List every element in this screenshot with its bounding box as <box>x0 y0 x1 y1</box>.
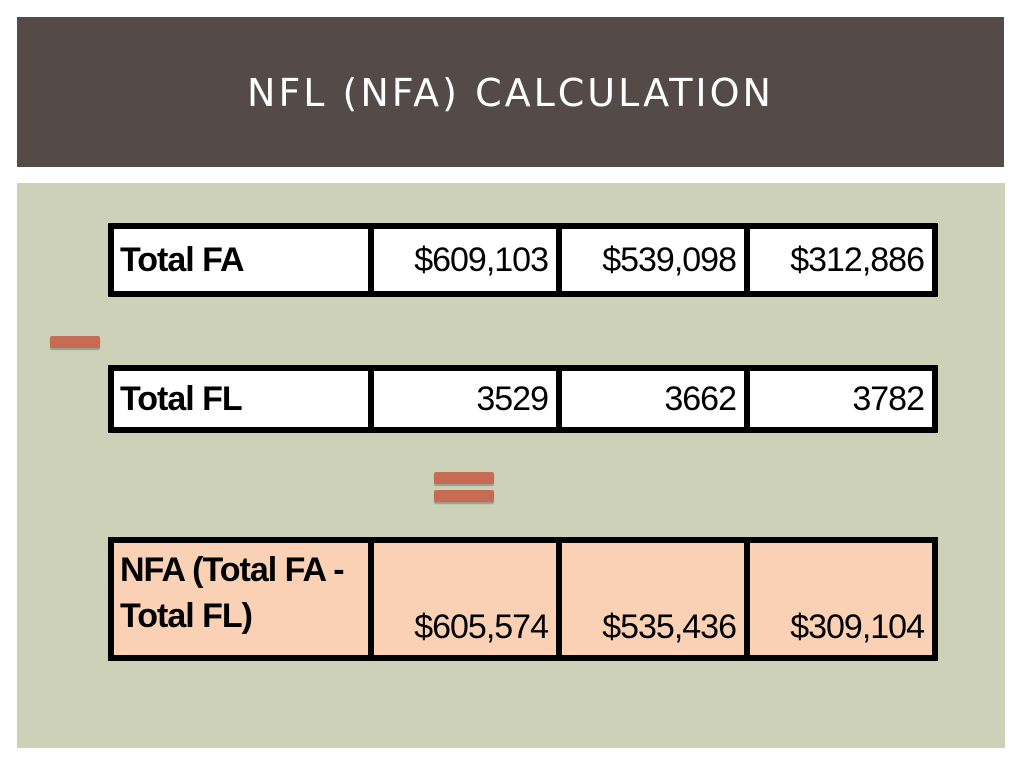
nfa-value-2: $535,436 <box>556 537 750 661</box>
equals-bar-bottom <box>434 490 494 502</box>
title-bar: NFL (NFA) CALCULATION <box>17 17 1004 167</box>
total-fl-value-1: 3529 <box>368 365 562 433</box>
slide-title: NFL (NFA) CALCULATION <box>247 71 774 115</box>
nfa-table: NFA (Total FA - Total FL) $605,574 $535,… <box>108 537 938 661</box>
total-fa-value-1: $609,103 <box>368 223 562 297</box>
nfa-label: NFA (Total FA - Total FL) <box>108 537 374 661</box>
table-row: NFA (Total FA - Total FL) $605,574 $535,… <box>108 537 938 661</box>
nfa-label-line-1: NFA (Total FA - <box>120 551 345 589</box>
total-fa-table: Total FA $609,103 $539,098 $312,886 <box>108 223 938 297</box>
total-fl-value-2: 3662 <box>556 365 750 433</box>
nfa-value-1: $605,574 <box>368 537 562 661</box>
total-fa-value-3: $312,886 <box>744 223 938 297</box>
minus-icon <box>50 336 100 348</box>
table-row: Total FA $609,103 $539,098 $312,886 <box>108 223 938 297</box>
table-row: Total FL 3529 3662 3782 <box>108 365 938 433</box>
nfa-label-line-2: Total FL) <box>120 597 253 635</box>
total-fl-value-3: 3782 <box>744 365 938 433</box>
content-area: Total FA $609,103 $539,098 $312,886 Tota… <box>17 183 1005 748</box>
total-fl-label: Total FL <box>108 365 374 433</box>
total-fa-value-2: $539,098 <box>556 223 750 297</box>
total-fl-table: Total FL 3529 3662 3782 <box>108 365 938 433</box>
equals-bar-top <box>434 472 494 484</box>
total-fa-label: Total FA <box>108 223 374 297</box>
nfa-value-3: $309,104 <box>744 537 938 661</box>
equals-icon <box>434 472 494 506</box>
